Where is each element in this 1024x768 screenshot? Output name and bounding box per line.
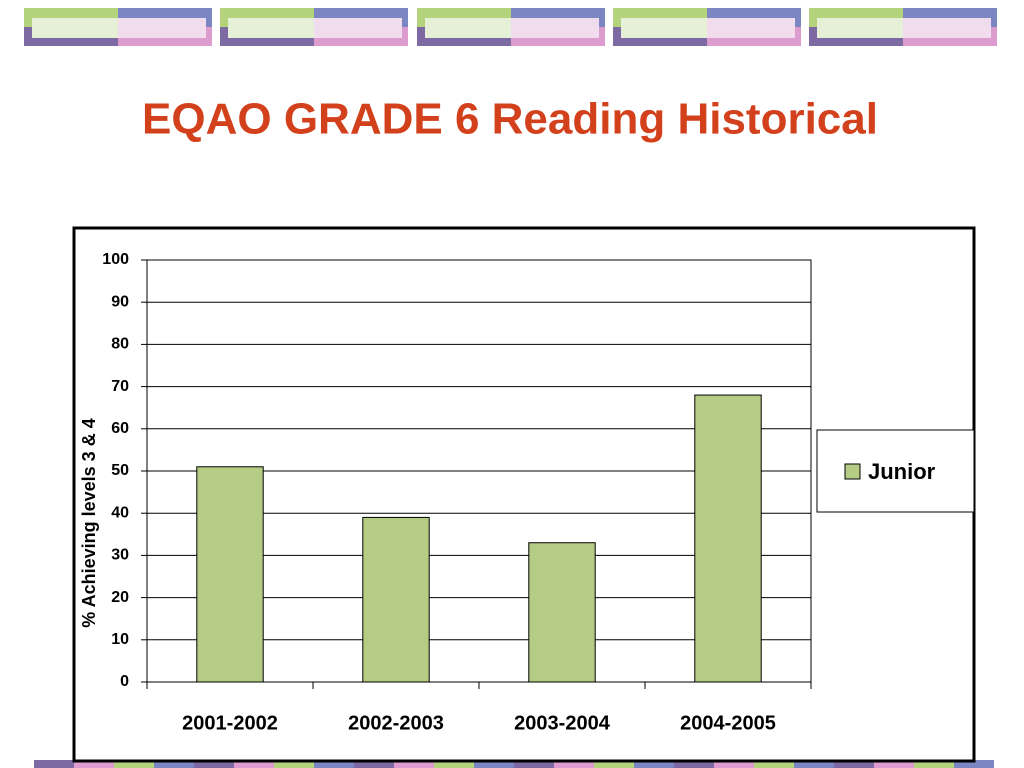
band xyxy=(314,18,402,38)
y-tick-label: 90 xyxy=(111,293,129,310)
band xyxy=(817,18,903,38)
band xyxy=(954,760,994,768)
band xyxy=(594,760,634,768)
band xyxy=(74,760,114,768)
band xyxy=(903,18,991,38)
band xyxy=(754,760,794,768)
band xyxy=(194,760,234,768)
y-tick-label: 50 xyxy=(111,462,129,479)
band xyxy=(834,760,874,768)
band xyxy=(794,760,834,768)
bar xyxy=(362,516,430,683)
x-tick-label: 2002-2003 xyxy=(348,712,444,734)
band xyxy=(511,18,599,38)
band xyxy=(118,18,206,38)
bar xyxy=(528,542,596,683)
band xyxy=(514,760,554,768)
x-tick-label: 2001-2002 xyxy=(182,712,278,734)
band xyxy=(394,760,434,768)
band xyxy=(228,18,314,38)
x-tick-label: 2003-2004 xyxy=(514,712,611,734)
band xyxy=(621,18,707,38)
y-tick-label: 20 xyxy=(111,589,129,606)
band xyxy=(32,18,118,38)
x-tick-label: 2004-2005 xyxy=(680,712,776,734)
y-tick-label: 0 xyxy=(120,673,129,690)
decoration xyxy=(24,8,997,768)
y-tick-label: 80 xyxy=(111,336,129,353)
band xyxy=(234,760,274,768)
y-tick-label: 100 xyxy=(102,251,129,268)
slide-title: EQAO GRADE 6 Reading Historical xyxy=(142,95,878,144)
band xyxy=(874,760,914,768)
band xyxy=(434,760,474,768)
band xyxy=(474,760,514,768)
band xyxy=(154,760,194,768)
y-tick-label: 40 xyxy=(111,504,129,521)
band xyxy=(274,760,314,768)
band xyxy=(714,760,754,768)
band xyxy=(634,760,674,768)
y-tick-label: 70 xyxy=(111,378,129,395)
band xyxy=(314,760,354,768)
band xyxy=(674,760,714,768)
bar xyxy=(196,466,264,683)
legend xyxy=(816,429,975,513)
bar xyxy=(694,394,762,683)
band xyxy=(554,760,594,768)
band xyxy=(707,18,795,38)
band xyxy=(114,760,154,768)
band xyxy=(34,760,74,768)
y-tick-label: 10 xyxy=(111,631,129,648)
band xyxy=(425,18,511,38)
y-tick-label: 30 xyxy=(111,547,129,564)
band xyxy=(354,760,394,768)
y-tick-label: 60 xyxy=(111,420,129,437)
y-axis-label: % Achieving levels 3 & 4 xyxy=(79,418,99,627)
legend-label: Junior xyxy=(868,459,936,484)
legend-swatch xyxy=(844,463,861,480)
band xyxy=(914,760,954,768)
